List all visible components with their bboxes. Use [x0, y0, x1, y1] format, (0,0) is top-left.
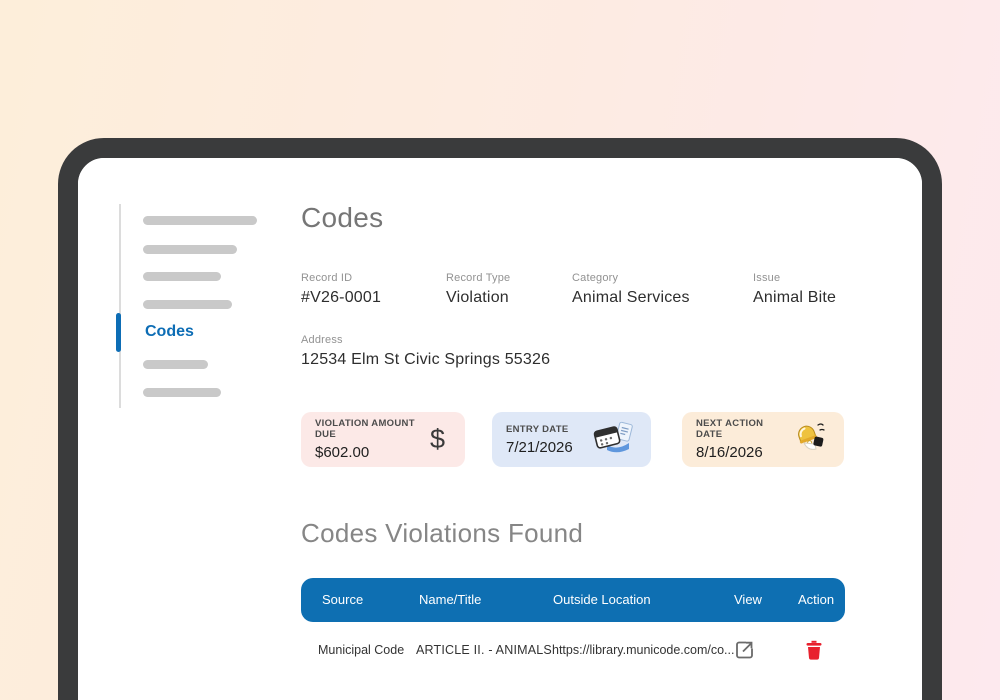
sidebar-item-placeholder[interactable] — [143, 245, 237, 254]
sidebar-item-placeholder[interactable] — [143, 272, 221, 281]
column-header-source: Source — [322, 592, 364, 607]
cell-outside-location-link[interactable]: https://library.municode.com/co... — [552, 643, 735, 657]
card-value: 7/21/2026 — [506, 438, 573, 456]
sidebar-item-placeholder[interactable] — [143, 216, 257, 225]
field-label: Category — [572, 272, 619, 284]
calendar-icon — [593, 419, 635, 460]
field-value: Animal Services — [572, 289, 690, 306]
field-value: #V26-0001 — [301, 289, 382, 306]
field-value: Animal Bite — [753, 289, 837, 306]
card-value: 8/16/2026 — [696, 444, 763, 461]
field-label: Address — [301, 334, 343, 346]
table-header: Source Name/Title Outside Location View … — [301, 578, 845, 622]
sidebar-item-placeholder[interactable] — [143, 360, 208, 369]
trash-icon[interactable] — [806, 640, 822, 660]
cell-name-title: ARTICLE II. - ANIMALS — [416, 643, 552, 657]
column-header-name-title: Name/Title — [419, 592, 482, 607]
cell-source: Municipal Code — [318, 643, 405, 657]
field-label: Issue — [753, 272, 781, 284]
sidebar-active-indicator — [116, 313, 121, 352]
next-action-date-card: NEXT ACTION DATE 8/16/2026 — [682, 412, 844, 467]
field-record-id: Record ID #V26-0001 — [301, 272, 381, 307]
bell-icon — [788, 417, 828, 462]
device-frame: Codes Codes Record ID #V26-0001 Record T… — [58, 138, 942, 700]
card-value: $602.00 — [315, 444, 370, 461]
sidebar-item-placeholder[interactable] — [143, 388, 221, 397]
column-header-outside-location: Outside Location — [553, 592, 651, 607]
field-issue: Issue Animal Bite — [753, 272, 836, 307]
field-value: 12534 Elm St Civic Springs 55326 — [301, 351, 551, 368]
sidebar-item-codes[interactable]: Codes — [145, 323, 194, 340]
field-category: Category Animal Services — [572, 272, 690, 307]
field-label: Record ID — [301, 272, 353, 284]
table-row: Municipal Code ARTICLE II. - ANIMALS htt… — [301, 622, 845, 678]
section-title: Codes Violations Found — [301, 518, 584, 548]
sidebar-divider — [119, 204, 121, 408]
field-record-type: Record Type Violation — [446, 272, 510, 307]
field-label: Record Type — [446, 272, 511, 284]
dollar-icon: $ — [429, 424, 445, 454]
violation-amount-card: VIOLATION AMOUNT DUE $602.00 $ — [301, 412, 465, 467]
card-label: VIOLATION AMOUNT DUE — [315, 418, 415, 440]
column-header-view: View — [734, 592, 762, 607]
page-title: Codes — [301, 202, 384, 233]
column-header-action: Action — [798, 592, 835, 607]
app-screen: Codes Codes Record ID #V26-0001 Record T… — [78, 158, 922, 700]
field-address: Address 12534 Elm St Civic Springs 55326 — [301, 334, 550, 369]
field-value: Violation — [446, 289, 509, 306]
external-link-icon[interactable] — [734, 640, 755, 661]
card-label: ENTRY DATE — [506, 423, 569, 435]
entry-date-card: ENTRY DATE 7/21/2026 — [492, 412, 651, 467]
sidebar-item-placeholder[interactable] — [143, 300, 232, 309]
card-label: NEXT ACTION DATE — [696, 418, 764, 440]
